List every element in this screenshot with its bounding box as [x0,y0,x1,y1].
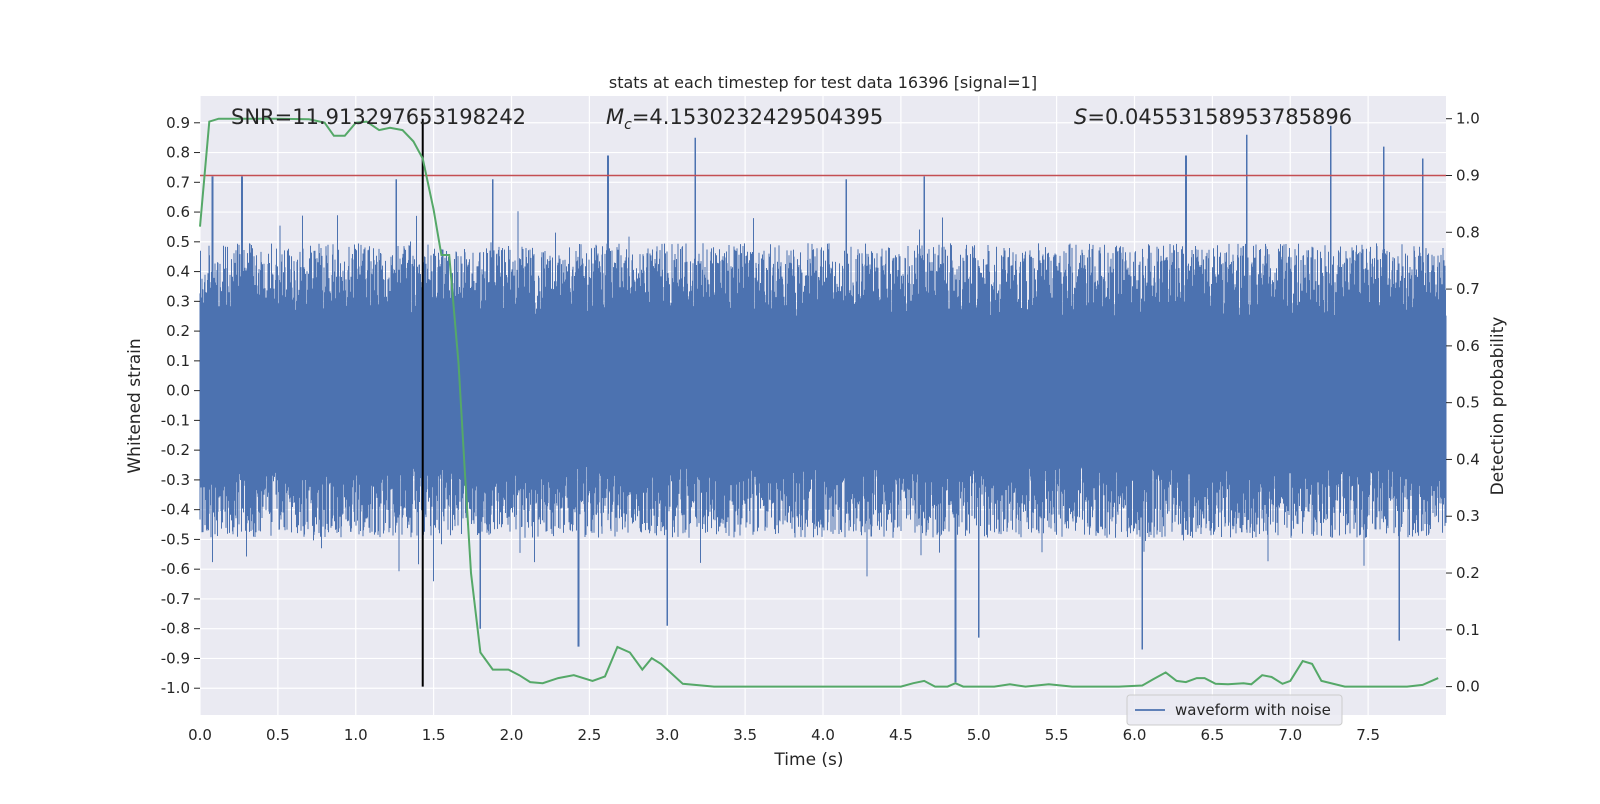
y-left-tick-label: 0.4 [166,263,190,281]
mc-subscript: c [624,117,632,133]
probability-line [199,117,1439,688]
y-left-tick-label: -0.7 [161,590,190,608]
x-tick-label: 5.0 [967,726,991,744]
s-symbol: S [1074,105,1087,129]
chart-title: stats at each timestep for test data 163… [609,73,1037,92]
x-tick-label: 1.5 [422,726,446,744]
x-tick-label: 2.5 [577,726,601,744]
axes: 0.0 0.5 1.0 1.5 2.0 2.5 3.0 3.5 4.0 4.5 5.0 5.5 6.0 6… [161,110,1480,744]
y-right-tick-label: 0.4 [1456,450,1480,468]
y-left-tick-label: -1.0 [161,679,190,697]
s-annotation: S=0.04553158953785896 [1074,105,1352,129]
y-right-tick-label: 0.1 [1456,621,1480,639]
mc-symbol: M [606,105,624,129]
y-right-tick-label: 0.3 [1456,507,1480,525]
y-left-tick-label: 0.6 [166,203,190,221]
x-tick-label: 4.0 [811,726,835,744]
y-left-tick-label: 0.7 [166,173,190,191]
snr-annotation: SNR=11.913297653198242 [231,105,526,129]
x-tick-label: 5.5 [1045,726,1069,744]
x-tick-label: 1.0 [344,726,368,744]
x-tick-label: 3.0 [655,726,679,744]
y-right-tick-label: 1.0 [1456,110,1480,128]
y-left-tick-label: 0.1 [166,352,190,370]
x-tick-label: 4.5 [889,726,913,744]
y-right-tick-label: 0.9 [1456,167,1480,185]
x-tick-label: 7.0 [1278,726,1302,744]
y-left-tick-label: -0.3 [161,471,190,489]
legend: waveform with noise [1126,694,1343,726]
y-left-tick-label: -0.2 [161,441,190,459]
y-left-tick-label: 0.3 [166,292,190,310]
x-tick-label: 0.5 [266,726,290,744]
y-left-tick-label: -0.6 [161,560,190,578]
y-left-tick-label: -0.8 [161,620,190,638]
y-right-tick-label: 0.8 [1456,223,1480,241]
y-right-tick-label: 0.5 [1456,394,1480,412]
x-tick-label: 6.5 [1200,726,1224,744]
overlay-lines [199,117,1446,688]
y-axis-left-label: Whitened strain [125,338,145,473]
y-right-tick-label: 0.7 [1456,280,1480,298]
y-left-tick-label: -0.4 [161,501,190,519]
y-left-tick-label: -0.1 [161,411,190,429]
x-tick-label: 7.5 [1356,726,1380,744]
x-tick-label: 2.0 [500,726,524,744]
x-tick-label: 3.5 [733,726,757,744]
waveform-series [199,125,1447,683]
y-right-tick-label: 0.0 [1456,678,1480,696]
x-tick-label: 6.0 [1123,726,1147,744]
y-right-tick-label: 0.2 [1456,564,1480,582]
y-left-tick-label: 0.0 [166,382,190,400]
y-left-tick-label: -0.9 [161,649,190,667]
y-left-tick-label: -0.5 [161,530,190,548]
legend-label-waveform: waveform with noise [1175,701,1331,719]
y-axis-right-label: Detection probability [1488,317,1508,496]
y-left-tick-label: 0.8 [166,144,190,162]
waveform-line [199,125,1447,683]
y-left-tick-label: 0.9 [166,114,190,132]
y-left-tick-label: 0.2 [166,322,190,340]
x-axis-label: Time (s) [773,750,843,770]
y-right-tick-label: 0.6 [1456,337,1480,355]
legend-box [1126,694,1343,726]
y-left-tick-label: 0.5 [166,233,190,251]
mc-annotation: Mc=4.1530232429504395 [606,105,883,133]
mc-value: =4.1530232429504395 [632,105,883,129]
x-tick-label: 0.0 [188,726,212,744]
s-value: =0.04553158953785896 [1087,105,1352,129]
